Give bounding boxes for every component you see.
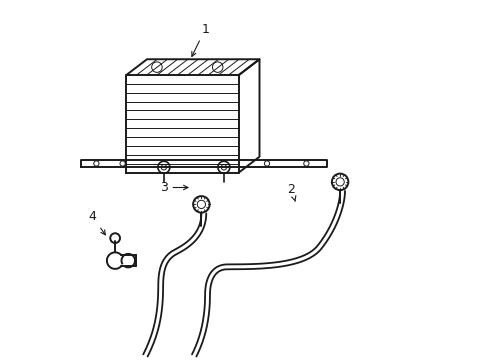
Text: 3: 3	[160, 181, 187, 194]
Text: 1: 1	[191, 23, 209, 57]
Text: 2: 2	[287, 183, 295, 201]
Text: 4: 4	[88, 210, 105, 235]
